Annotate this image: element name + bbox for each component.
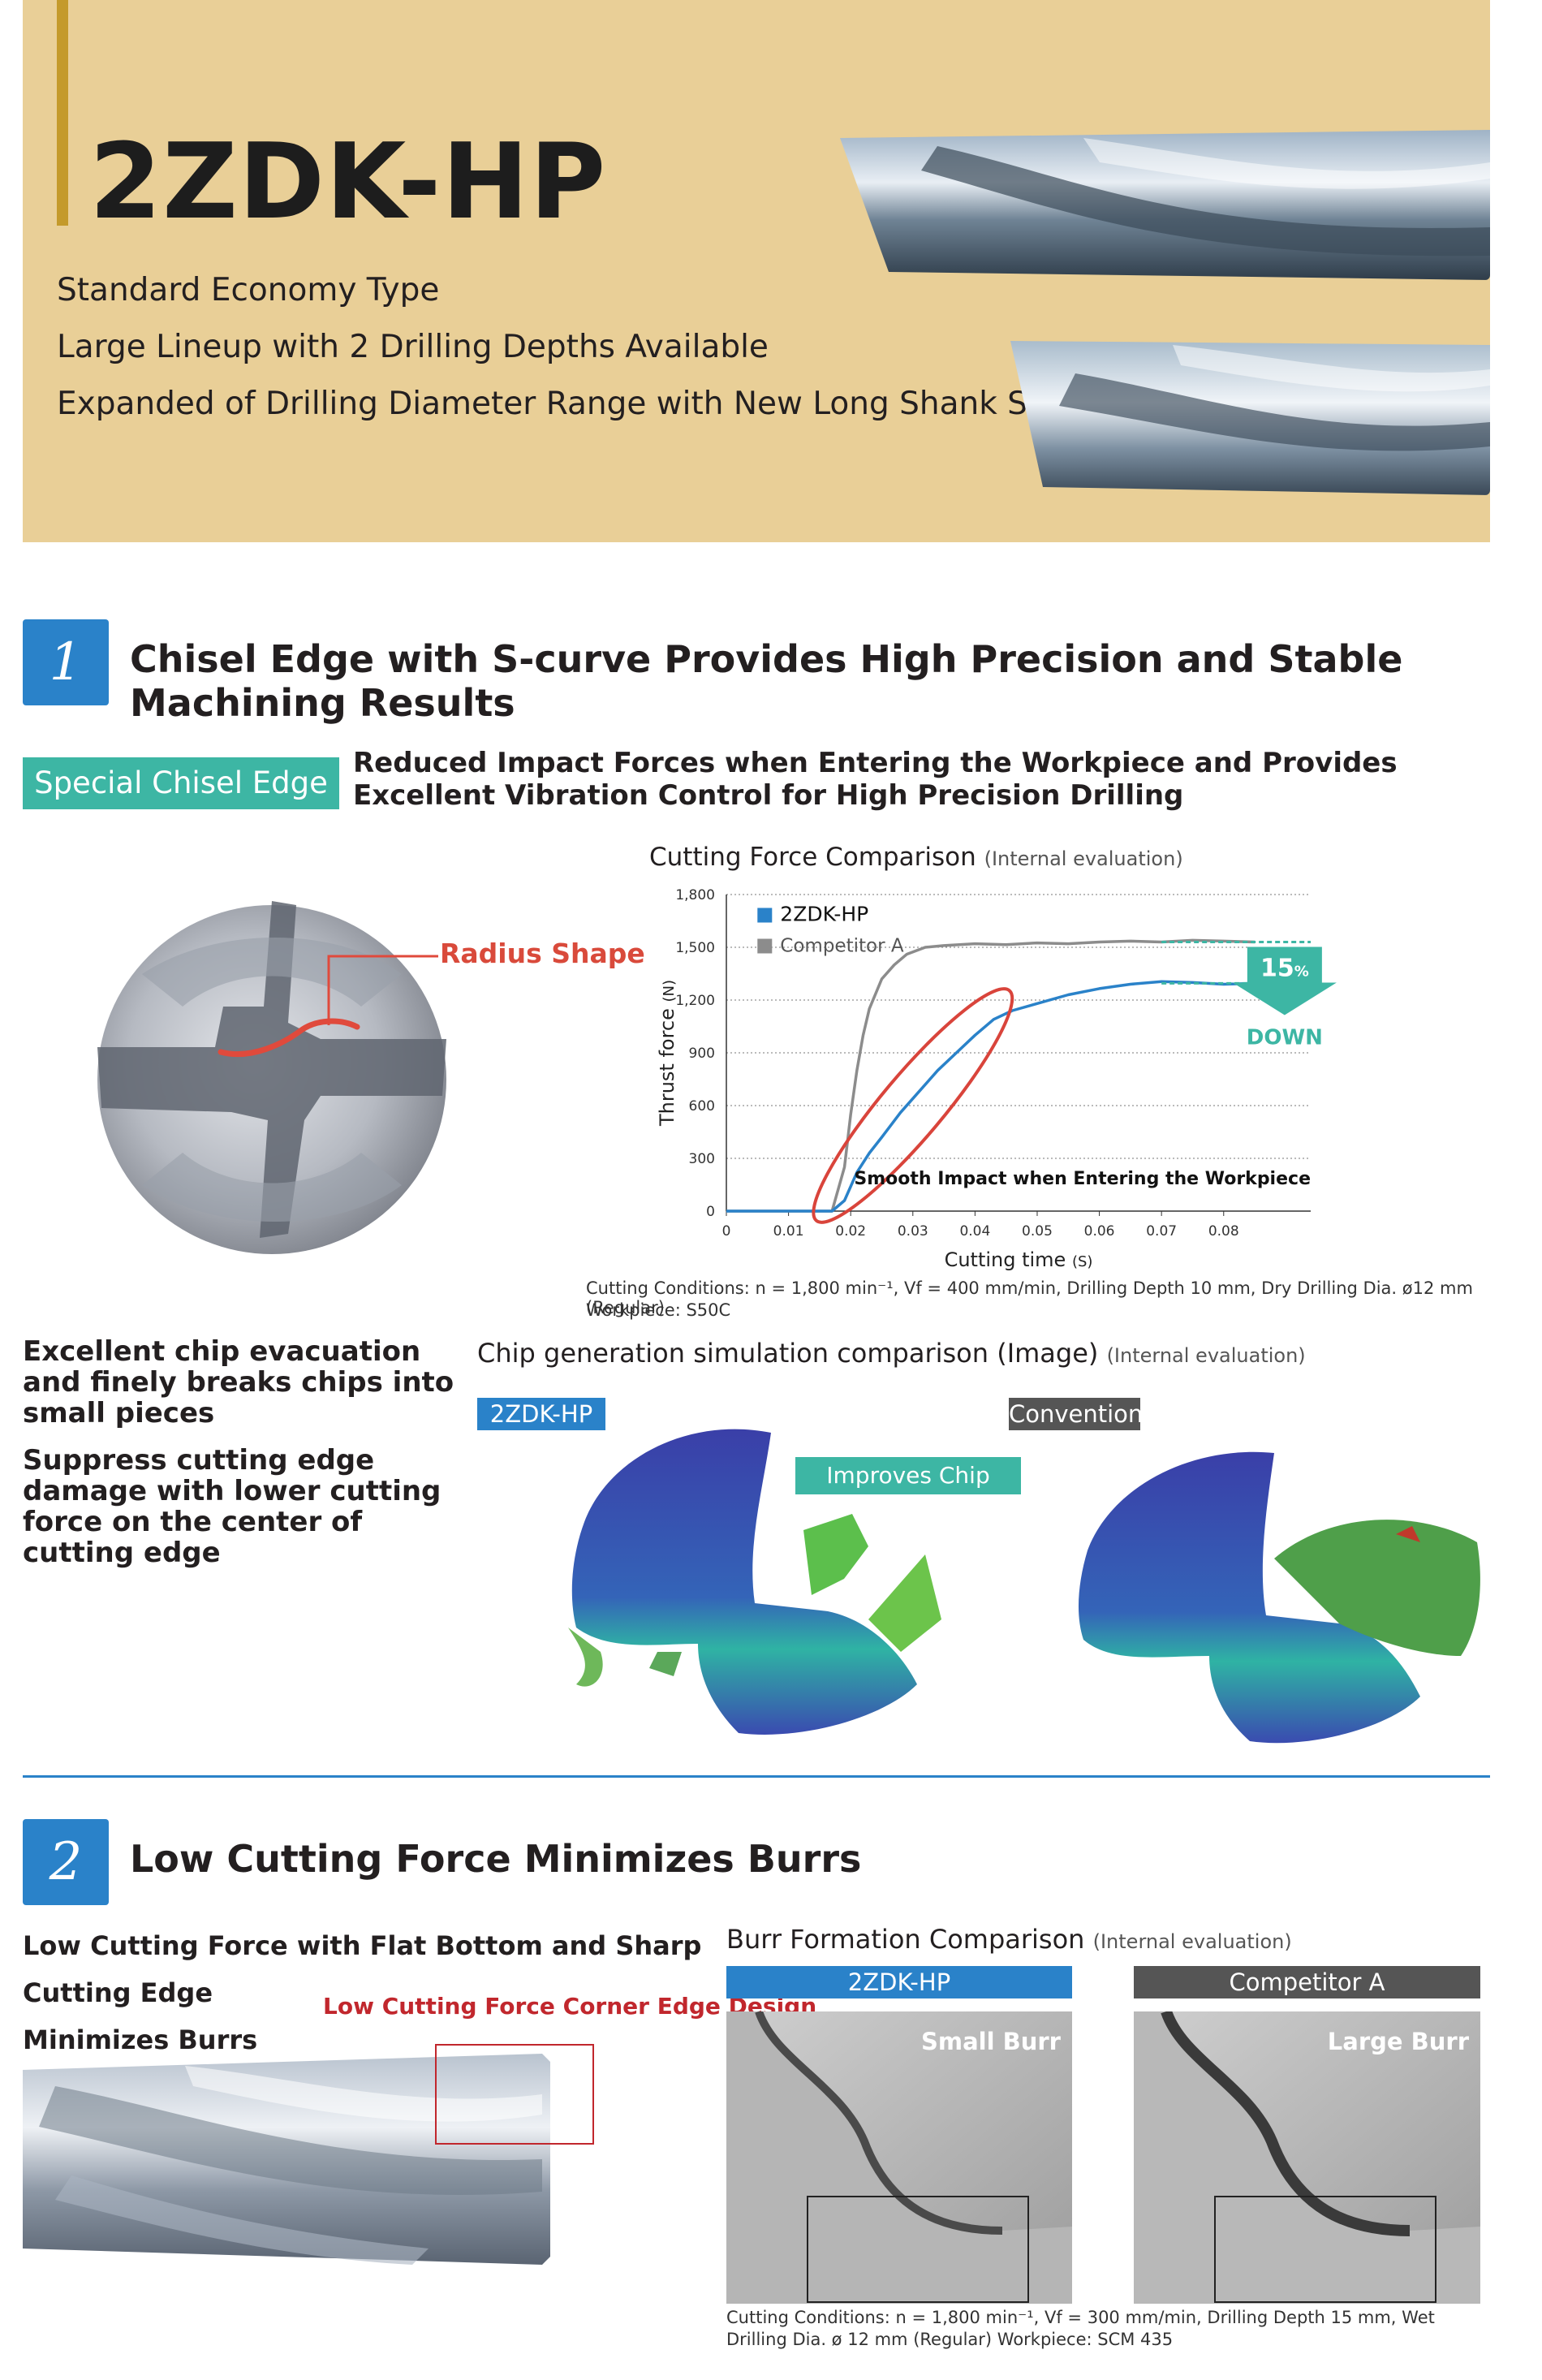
x-tick-label: 0.01 [773, 1223, 804, 1240]
burr-tag-2zdk-hp: 2ZDK-HP [726, 1966, 1072, 1998]
chip-simulation-note: (Internal evaluation) [1106, 1344, 1306, 1367]
section-1-title: Chisel Edge with S-curve Provides High P… [130, 637, 1403, 725]
burr-comparison-title: Burr Formation Comparison (Internal eval… [726, 1924, 1292, 1955]
chip-simulation-title: Chip generation simulation comparison (I… [477, 1338, 1306, 1369]
page-title: 2ZDK-HP [89, 122, 607, 243]
x-tick-label: 0.02 [835, 1223, 866, 1240]
burr-tag-competitor-a: Competitor A [1134, 1966, 1480, 1998]
hero-accent-bar [57, 0, 68, 226]
reduction-arrow-icon [1232, 946, 1337, 1015]
burr-lead-line-2: Minimizes Burrs [23, 2024, 258, 2055]
hero-line-2: Large Lineup with 2 Drilling Depths Avai… [57, 329, 769, 365]
legend-label: 2ZDK-HP [780, 903, 868, 926]
legend-label: Competitor A [780, 936, 904, 957]
radius-shape-label: Radius Shape [440, 938, 645, 969]
x-tick-label: 0.03 [898, 1223, 928, 1240]
reduction-value: 15% [1260, 955, 1309, 983]
x-tick-label: 0.05 [1022, 1223, 1053, 1240]
section-2-title: Low Cutting Force Minimizes Burrs [130, 1837, 862, 1881]
y-tick-label: 0 [706, 1204, 715, 1220]
drill-image-bottom [1010, 325, 1490, 495]
legend-swatch [757, 938, 773, 954]
chip-tag-2zdk-hp: 2ZDK-HP [477, 1398, 605, 1430]
chip-tag-conventional: Conventional [1009, 1398, 1164, 1430]
x-tick-label: 0 [722, 1223, 731, 1240]
y-tick-label: 1,800 [675, 887, 715, 903]
burr-conditions-line-1: Cutting Conditions: n = 1,800 min⁻¹, Vf … [726, 2308, 1435, 2327]
y-tick-label: 600 [689, 1098, 715, 1115]
reduction-value-unit: % [1294, 964, 1309, 981]
chip-simulation-conventional [1071, 1437, 1493, 1753]
chart-title-note: (Internal evaluation) [984, 847, 1183, 870]
burr-comparison-note: (Internal evaluation) [1092, 1930, 1292, 1953]
x-axis-label-text: Cutting time [945, 1248, 1072, 1271]
improves-chip-breaking-tag: Improves Chip Breaking [795, 1457, 1021, 1526]
x-axis-label-unit: (S) [1072, 1253, 1092, 1270]
chart-title-text: Cutting Force Comparison [649, 843, 976, 872]
chip-benefit-2: Suppress cutting edge damage with lower … [23, 1444, 441, 1569]
x-tick-label: 0.07 [1146, 1223, 1177, 1240]
burr-conditions-line-2: Drilling Dia. ø 12 mm (Regular) Workpiec… [726, 2330, 1174, 2349]
chisel-edge-description: Reduced Impact Forces when Entering the … [353, 747, 1398, 812]
y-axis-label: Thrust force (N) [656, 980, 678, 1127]
drill-side-view-image [23, 2037, 558, 2281]
chart-conditions-line-2: Workpiece: S50C [586, 1300, 731, 1320]
radius-shape-marker [211, 942, 446, 1071]
chip-benefit-1: Excellent chip evacuation and finely bre… [23, 1335, 454, 1429]
section-2-number: 2 [23, 1819, 109, 1905]
burr-photo-2zdk-hp: Small Burr [726, 2011, 1072, 2304]
corner-edge-highlight-box [435, 2044, 594, 2145]
chip-benefits: Excellent chip evacuation and finely bre… [23, 1336, 461, 1568]
large-burr-caption: Large Burr [1327, 2028, 1469, 2055]
series-line-competitor-a [726, 938, 1256, 1213]
reduction-value-number: 15 [1260, 955, 1294, 983]
small-burr-caption: Small Burr [920, 2028, 1061, 2055]
x-axis-label: Cutting time (S) [945, 1248, 1093, 1271]
y-tick-label: 900 [689, 1046, 715, 1062]
section-divider [23, 1775, 1490, 1778]
burr-lead-text: Low Cutting Force with Flat Bottom and S… [23, 1922, 721, 2063]
chart-conditions-line-1: Cutting Conditions: n = 1,800 min⁻¹, Vf … [586, 1278, 1473, 1317]
series-line-2zdk-hp [726, 980, 1256, 1213]
legend-swatch [757, 908, 773, 923]
burr-lead-line-1: Low Cutting Force with Flat Bottom and S… [23, 1930, 702, 2008]
y-tick-label: 1,500 [675, 940, 715, 956]
special-chisel-edge-label: Special Chisel Edge [23, 757, 339, 809]
burr-comparison-title-text: Burr Formation Comparison [726, 1924, 1085, 1955]
smooth-impact-annotation: Smooth Impact when Entering the Workpiec… [854, 1169, 1311, 1189]
cutting-force-chart: 0 300 600 900 1,200 1,500 1,800 0 0.01 0.02 0.03 0.… [641, 877, 1485, 1291]
smooth-impact-highlight-ellipse [812, 987, 1014, 1224]
x-tick-label: 0.04 [959, 1223, 990, 1240]
x-tick-label: 0.06 [1084, 1223, 1115, 1240]
chisel-edge-illustration [93, 877, 450, 1283]
hero-line-1: Standard Economy Type [57, 272, 440, 308]
hero-line-3: Expanded of Drilling Diameter Range with… [57, 386, 1104, 422]
reduction-word: DOWN [1247, 1026, 1323, 1050]
section-1-number: 1 [23, 619, 109, 705]
y-tick-label: 300 [689, 1151, 715, 1167]
chip-simulation-title-text: Chip generation simulation comparison (I… [477, 1338, 1099, 1369]
x-tick-label: 0.08 [1208, 1223, 1239, 1240]
burr-photo-competitor-a: Large Burr [1134, 2011, 1480, 2304]
chip-simulation-2zdk-hp [560, 1408, 998, 1749]
drill-image-top [840, 114, 1490, 280]
chart-title: Cutting Force Comparison (Internal evalu… [649, 843, 1183, 872]
y-tick-label: 1,200 [675, 993, 715, 1009]
y-axis-label-text: Thrust force [656, 1002, 678, 1127]
y-axis-label-unit: (N) [661, 980, 678, 1002]
